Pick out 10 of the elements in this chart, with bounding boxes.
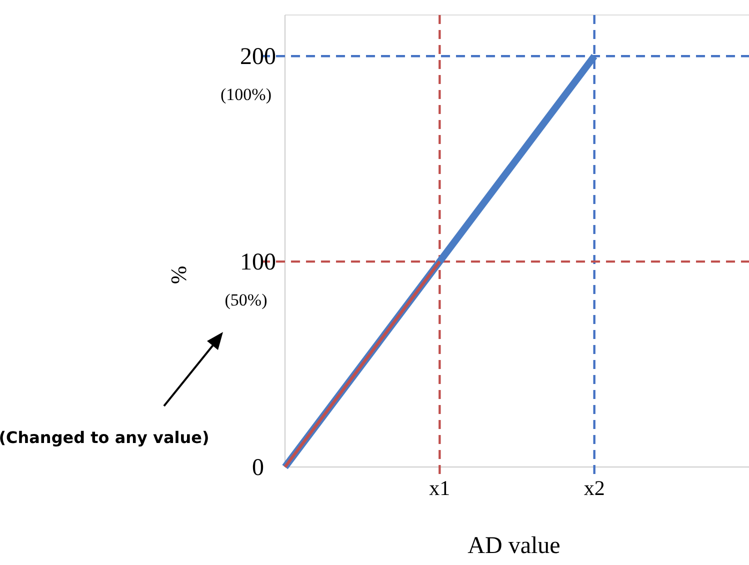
text: (100%) [220, 85, 272, 104]
y-axis-title: % [166, 266, 191, 284]
y-tick-label: 200 [240, 44, 276, 70]
x-tick-label: x2 [584, 476, 605, 500]
x-tick-label: x1 [429, 476, 450, 500]
x-axis-title: AD value [468, 533, 560, 559]
y-tick-label: 0 [252, 455, 264, 481]
y-tick-label: 100 [240, 250, 276, 276]
text: (50%) [224, 290, 268, 310]
text: (Changed to any value) [0, 428, 210, 447]
